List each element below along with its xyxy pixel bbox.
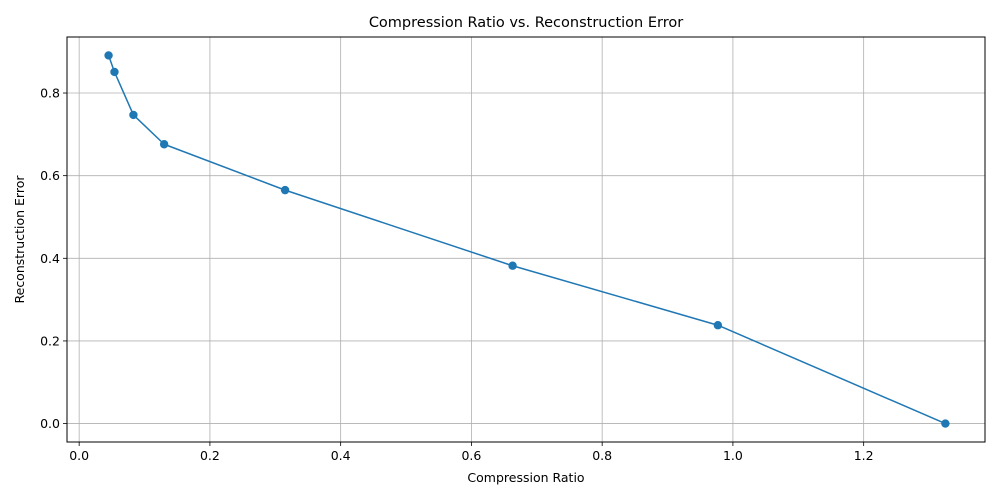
x-axis-label: Compression Ratio — [467, 470, 584, 485]
series-line — [107, 55, 946, 425]
x-tick-label: 0.0 — [69, 448, 89, 463]
plot-area-frame — [66, 36, 986, 443]
data-point — [104, 51, 113, 60]
data-point — [129, 110, 138, 120]
x-tick-label: 1.2 — [854, 448, 874, 463]
data-point — [159, 140, 169, 149]
grid — [67, 37, 985, 442]
x-axis-ticks: 0.0 0.2 0.4 0.6 0.8 1.0 1.2 — [69, 442, 874, 463]
y-tick-label: 0.4 — [40, 251, 60, 266]
data-point — [110, 67, 119, 77]
y-tick-label: 0.8 — [40, 86, 60, 101]
y-tick-label: 0.6 — [40, 168, 60, 183]
chart-title: Compression Ratio vs. Reconstruction Err… — [369, 15, 683, 31]
data-point — [508, 261, 517, 270]
y-tick-label: 0.0 — [40, 416, 60, 431]
x-tick-label: 0.4 — [331, 448, 351, 463]
y-axis-label: Reconstruction Error — [12, 175, 27, 304]
x-tick-label: 0.2 — [200, 448, 220, 463]
data-point — [713, 321, 723, 330]
series-markers — [104, 51, 950, 428]
series-line-group — [107, 55, 946, 425]
x-tick-label: 0.8 — [592, 448, 612, 463]
data-point — [280, 185, 290, 195]
y-axis-ticks: 0.0 0.2 0.4 0.6 0.8 — [40, 86, 67, 431]
x-tick-label: 0.6 — [461, 448, 481, 463]
y-tick-label: 0.2 — [40, 333, 60, 348]
data-point — [941, 419, 950, 428]
x-tick-label: 1.0 — [723, 448, 743, 463]
